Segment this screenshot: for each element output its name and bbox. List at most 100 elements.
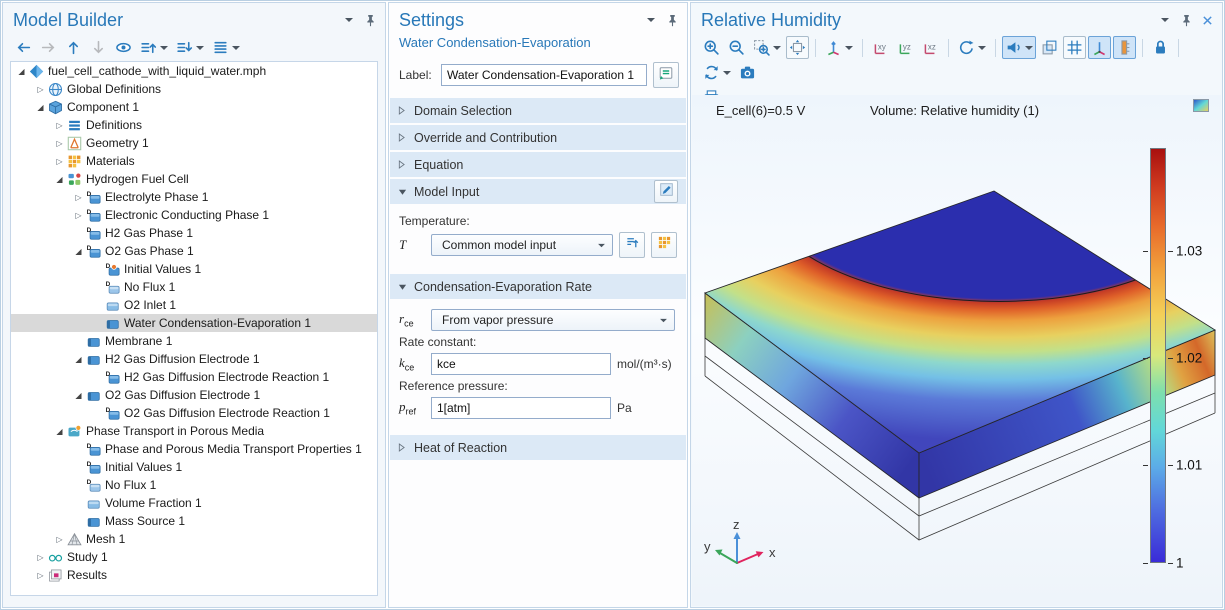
tree-item-volume-fraction-1[interactable]: Volume Fraction 1: [11, 494, 377, 512]
tree-item-phase-and-porous-media-transport-properties-1[interactable]: D Phase and Porous Media Transport Proper…: [11, 440, 377, 458]
plot-area[interactable]: E_cell(6)=0.5 V Volume: Relative humidit…: [692, 95, 1221, 606]
forward-button[interactable]: [37, 36, 60, 59]
tree-item-electronic-conducting-phase-1[interactable]: ▷ D Electronic Conducting Phase 1: [11, 206, 377, 224]
go-to-source-button[interactable]: [619, 232, 645, 258]
go-to-yz-view-button[interactable]: yz: [894, 36, 917, 59]
pref-symbol: pref: [399, 399, 417, 417]
go-to-default-3d-view-button[interactable]: [822, 36, 856, 59]
tree-item-o2-gas-phase-1[interactable]: ◢ D O2 Gas Phase 1: [11, 242, 377, 260]
go-to-xz-view-button[interactable]: xz: [919, 36, 942, 59]
expanded-arrow-icon[interactable]: ◢: [18, 66, 25, 76]
pin-icon[interactable]: [665, 13, 679, 27]
collapsed-arrow-icon[interactable]: ▷: [75, 192, 82, 202]
tree-item-o2-gas-diffusion-electrode-1[interactable]: ◢ O2 Gas Diffusion Electrode 1: [11, 386, 377, 404]
zoom-box-button[interactable]: [750, 36, 784, 59]
tree-item-global-definitions[interactable]: ▷ Global Definitions: [11, 80, 377, 98]
tree-item-fuel-cell-cathode-with-liquid-water-mph[interactable]: ◢ fuel_cell_cathode_with_liquid_water.mph: [11, 62, 377, 80]
section-override-and-contribution[interactable]: Override and Contribution: [390, 125, 686, 150]
tree-item-no-flux-1[interactable]: D No Flux 1: [11, 278, 377, 296]
zoom-out-button[interactable]: [725, 36, 748, 59]
common-model-inputs-button[interactable]: [651, 232, 677, 258]
expanded-arrow-icon[interactable]: ◢: [75, 390, 82, 400]
section-model-input[interactable]: Model Input: [390, 179, 686, 204]
chevron-down-icon[interactable]: [342, 13, 356, 27]
tree-item-component-1[interactable]: ◢ Component 1: [11, 98, 377, 116]
show-button[interactable]: [112, 36, 135, 59]
scene-light-button[interactable]: [1002, 36, 1036, 59]
rate-type-select[interactable]: From vapor pressure: [431, 309, 675, 331]
plot-update-button[interactable]: [700, 61, 734, 84]
tree-item-materials[interactable]: ▷ Materials: [11, 152, 377, 170]
collapsed-arrow-icon[interactable]: ▷: [37, 84, 44, 94]
collapsed-arrow-icon[interactable]: ▷: [56, 156, 63, 166]
tree-item-phase-transport-in-porous-media[interactable]: ◢ Phase Transport in Porous Media: [11, 422, 377, 440]
zoom-in-button[interactable]: [700, 36, 723, 59]
expanded-arrow-icon[interactable]: ◢: [75, 246, 82, 256]
tree-item-hydrogen-fuel-cell[interactable]: ◢ Hydrogen Fuel Cell: [11, 170, 377, 188]
pin-icon[interactable]: [363, 13, 377, 27]
graphics-header: Relative Humidity: [691, 3, 1222, 33]
move-down-button[interactable]: [87, 36, 110, 59]
pin-icon[interactable]: [1179, 13, 1193, 27]
section-heat-of-reaction[interactable]: Heat of Reaction: [390, 435, 686, 460]
surface-plot[interactable]: z y x: [692, 95, 1223, 608]
tree-item-definitions[interactable]: ▷ Definitions: [11, 116, 377, 134]
svg-text:z: z: [733, 517, 740, 532]
tree-item-h2-gas-phase-1[interactable]: D H2 Gas Phase 1: [11, 224, 377, 242]
collapsed-arrow-icon[interactable]: ▷: [56, 138, 63, 148]
section-condensation-evaporation-rate[interactable]: Condensation-Evaporation Rate: [390, 274, 686, 299]
image-snapshot-button[interactable]: [736, 61, 759, 84]
rotate-button[interactable]: [955, 36, 989, 59]
tree-item-initial-values-1[interactable]: D Initial Values 1: [11, 260, 377, 278]
tree-item-membrane-1[interactable]: Membrane 1: [11, 332, 377, 350]
grid-button[interactable]: [1063, 36, 1086, 59]
tree-item-h2-gas-diffusion-electrode-1[interactable]: ◢ H2 Gas Diffusion Electrode 1: [11, 350, 377, 368]
collapse-all-button[interactable]: [173, 36, 207, 59]
tree-item-initial-values-1[interactable]: D Initial Values 1: [11, 458, 377, 476]
move-up-button[interactable]: [62, 36, 85, 59]
tree-item-study-1[interactable]: ▷ Study 1: [11, 548, 377, 566]
section-equation[interactable]: Equation: [390, 152, 686, 177]
show-color-legend-button[interactable]: [1113, 36, 1136, 59]
tree-item-electrolyte-phase-1[interactable]: ▷ D Electrolyte Phase 1: [11, 188, 377, 206]
tree-item-geometry-1[interactable]: ▷ Geometry 1: [11, 134, 377, 152]
chevron-down-icon[interactable]: [1158, 13, 1172, 27]
close-icon[interactable]: [1200, 13, 1214, 27]
expanded-arrow-icon[interactable]: ◢: [56, 426, 63, 436]
collapsed-arrow-icon[interactable]: ▷: [37, 570, 44, 580]
collapsed-arrow-icon[interactable]: ▷: [37, 552, 44, 562]
collapsed-arrow-icon[interactable]: ▷: [75, 210, 82, 220]
temperature-select[interactable]: Common model input: [431, 234, 613, 256]
plot-thumbnail-button[interactable]: [1189, 97, 1213, 119]
tree-item-h2-gas-diffusion-electrode-reaction-1[interactable]: D H2 Gas Diffusion Electrode Reaction 1: [11, 368, 377, 386]
tree-item-water-condensation-evaporation-1[interactable]: Water Condensation-Evaporation 1: [11, 314, 377, 332]
expanded-arrow-icon[interactable]: ◢: [75, 354, 82, 364]
label-input[interactable]: [441, 64, 647, 86]
tree-item-mesh-1[interactable]: ▷ Mesh 1: [11, 530, 377, 548]
tree-item-no-flux-1[interactable]: D No Flux 1: [11, 476, 377, 494]
tree-item-o2-gas-diffusion-electrode-reaction-1[interactable]: D O2 Gas Diffusion Electrode Reaction 1: [11, 404, 377, 422]
show-axis-orientation-button[interactable]: [1088, 36, 1111, 59]
node-label-display-button[interactable]: [209, 36, 243, 59]
collapsed-arrow-icon[interactable]: ▷: [56, 534, 63, 544]
view-lock-button[interactable]: [1149, 36, 1172, 59]
chevron-down-icon[interactable]: [644, 13, 658, 27]
expand-all-button[interactable]: [137, 36, 171, 59]
section-domain-selection[interactable]: Domain Selection: [390, 98, 686, 123]
expanded-arrow-icon[interactable]: ◢: [56, 174, 63, 184]
tree-item-mass-source-1[interactable]: Mass Source 1: [11, 512, 377, 530]
edit-model-input-button[interactable]: [654, 180, 678, 203]
tree-item-o2-inlet-1[interactable]: O2 Inlet 1: [11, 296, 377, 314]
zoom-extents-button[interactable]: [786, 36, 809, 59]
model-builder-toolbar: [3, 33, 385, 64]
transparency-button[interactable]: [1038, 36, 1061, 59]
rate-constant-input[interactable]: [431, 353, 611, 375]
back-button[interactable]: [12, 36, 35, 59]
go-to-xy-view-button[interactable]: xy: [869, 36, 892, 59]
rate-constant-caption: Rate constant:: [399, 335, 477, 349]
tree-item-results[interactable]: ▷ Results: [11, 566, 377, 584]
expanded-arrow-icon[interactable]: ◢: [37, 102, 44, 112]
reference-pressure-input[interactable]: [431, 397, 611, 419]
rename-button[interactable]: [653, 62, 679, 88]
collapsed-arrow-icon[interactable]: ▷: [56, 120, 63, 130]
